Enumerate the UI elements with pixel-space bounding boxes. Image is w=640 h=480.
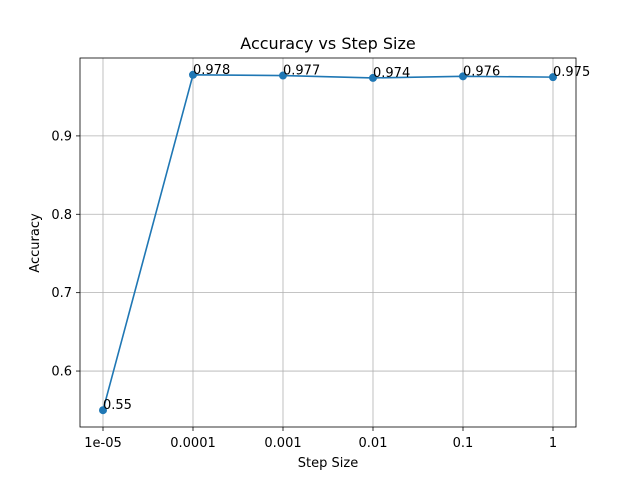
- x-tick-label: 0.001: [264, 436, 301, 451]
- x-tick-label: 0.0001: [170, 436, 216, 451]
- series-line: [102, 73, 554, 411]
- ticks: 1e-05 0.0001 0.001 0.01 0.1 1 0.6 0.7 0.8 0.9: [51, 129, 557, 451]
- x-tick-label: 0.1: [453, 436, 474, 451]
- y-tick-label: 0.7: [51, 286, 72, 301]
- y-tick-label: 0.9: [51, 129, 72, 144]
- data-label: 0.978: [193, 63, 230, 78]
- data-labels: 0.55 0.978 0.977 0.974 0.976 0.975: [103, 63, 590, 413]
- x-tick-label: 1: [549, 436, 557, 451]
- data-label: 0.55: [103, 398, 132, 413]
- data-label: 0.975: [553, 65, 590, 80]
- y-axis-label: Accuracy: [28, 213, 43, 273]
- data-point: [99, 406, 107, 415]
- chart-title: Accuracy vs Step Size: [240, 34, 415, 53]
- x-tick-label: 0.01: [359, 436, 388, 451]
- data-label: 0.976: [463, 64, 500, 79]
- data-label: 0.977: [283, 64, 320, 79]
- data-label: 0.974: [373, 66, 410, 81]
- x-axis-label: Step Size: [298, 456, 358, 471]
- data-point: [279, 71, 287, 80]
- x-tick-label: 1e-05: [84, 436, 122, 451]
- data-point: [459, 72, 467, 81]
- plot-frame: [79, 57, 577, 428]
- data-point: [369, 73, 377, 82]
- series: [99, 70, 557, 415]
- y-tick-label: 0.6: [51, 365, 72, 380]
- data-point: [189, 70, 197, 79]
- grid: [80, 58, 576, 427]
- y-tick-label: 0.8: [51, 208, 72, 223]
- data-point: [549, 73, 557, 82]
